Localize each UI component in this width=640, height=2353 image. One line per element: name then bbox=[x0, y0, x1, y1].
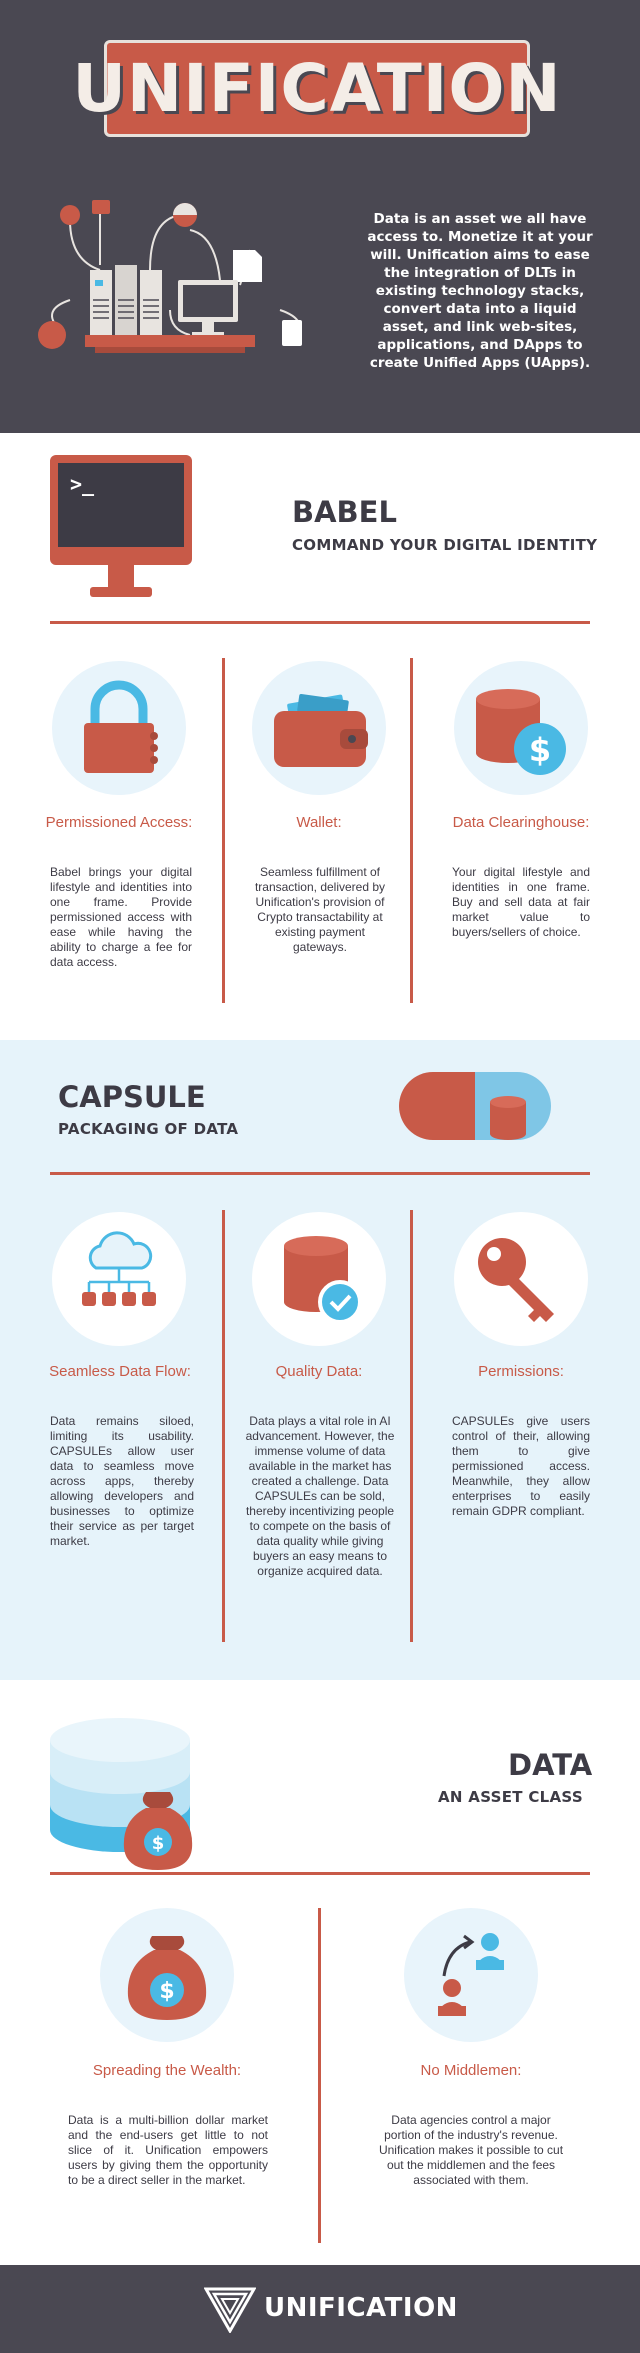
database-money-bag-icon: $ bbox=[50, 1718, 193, 1870]
col-title: Seamless Data Flow: bbox=[49, 1363, 191, 1380]
babel-title: BABEL bbox=[292, 495, 397, 529]
svg-text:$: $ bbox=[159, 1979, 174, 2004]
padlock-icon-circle bbox=[52, 661, 186, 795]
col-text: CAPSULEs give users control of their, al… bbox=[452, 1414, 590, 1518]
divider bbox=[50, 621, 590, 624]
col-text: Data remains siloed, limiting its usabil… bbox=[50, 1414, 194, 1548]
data-section: $ DATA AN ASSET CLASS $ Spreading the We… bbox=[0, 1680, 640, 2265]
col-title: No Middlemen: bbox=[420, 2062, 522, 2079]
col-title: Permissioned Access: bbox=[45, 814, 193, 831]
database-dollar-icon-circle: $ bbox=[454, 661, 588, 795]
footer: UNIFICATION bbox=[0, 2265, 640, 2353]
database-check-icon bbox=[284, 1236, 362, 1324]
col-title: Spreading the Wealth: bbox=[92, 2062, 242, 2079]
terminal-monitor-icon: >_ bbox=[50, 455, 192, 597]
col-title: Wallet: bbox=[296, 814, 342, 831]
cloud-network-icon bbox=[82, 1231, 156, 1306]
svg-text:$: $ bbox=[152, 1833, 165, 1854]
capsule-section: CAPSULE PACKAGING OF DATA bbox=[0, 1040, 640, 1680]
money-bag-icon-circle: $ bbox=[100, 1908, 234, 2042]
babel-subtitle: COMMAND YOUR DIGITAL IDENTITY bbox=[292, 536, 598, 554]
data-subtitle: AN ASSET CLASS bbox=[438, 1788, 583, 1806]
column-divider bbox=[222, 1210, 225, 1642]
column-divider bbox=[410, 1210, 413, 1642]
capsule-title: CAPSULE bbox=[58, 1080, 206, 1114]
hero-title-banner: UNIFICATION bbox=[72, 40, 561, 137]
col-title: Quality Data: bbox=[275, 1363, 363, 1380]
column-divider bbox=[318, 1908, 321, 2243]
col-text: Your digital lifestyle and identities in… bbox=[452, 865, 590, 939]
svg-text:>_: >_ bbox=[70, 472, 95, 496]
padlock-icon bbox=[84, 680, 158, 773]
col-title: Permissions: bbox=[478, 1363, 564, 1380]
people-transfer-icon bbox=[438, 1933, 504, 2016]
key-icon bbox=[478, 1238, 554, 1322]
server-network-illustration bbox=[38, 200, 302, 353]
cloud-network-icon-circle bbox=[52, 1212, 186, 1346]
wallet-icon-circle bbox=[252, 661, 386, 795]
hero-title: UNIFICATION bbox=[72, 50, 562, 127]
database-dollar-icon: $ bbox=[476, 689, 566, 775]
column-divider bbox=[410, 658, 413, 1003]
col-text: Data agencies control a major portion of… bbox=[378, 2113, 564, 2187]
capsule-subtitle: PACKAGING OF DATA bbox=[58, 1120, 239, 1138]
svg-text:$: $ bbox=[529, 731, 551, 769]
col-text: Data is a multi-billion dollar market an… bbox=[68, 2113, 268, 2187]
divider bbox=[50, 1872, 590, 1875]
hero-section: UNIFICATION bbox=[0, 0, 640, 433]
col-text: Seamless fulfillment of transaction, del… bbox=[254, 865, 386, 954]
footer-brand: UNIFICATION bbox=[264, 2293, 458, 2323]
database-check-icon-circle bbox=[252, 1212, 386, 1346]
capsule-pill-icon bbox=[399, 1072, 551, 1140]
people-transfer-icon-circle bbox=[404, 1908, 538, 2042]
col-text: Babel brings your digital lifestyle and … bbox=[50, 865, 192, 969]
key-icon-circle bbox=[454, 1212, 588, 1346]
col-title: Data Clearinghouse: bbox=[452, 814, 590, 831]
wallet-icon bbox=[274, 694, 368, 767]
col-text: Data plays a vital role in AI advancemen… bbox=[245, 1414, 395, 1578]
data-title: DATA bbox=[508, 1748, 593, 1782]
money-bag-icon: $ bbox=[127, 1936, 207, 2020]
column-divider bbox=[222, 658, 225, 1003]
divider bbox=[50, 1172, 590, 1175]
babel-section: >_ BABEL COMMAND YOUR DIGITAL IDENTITY P… bbox=[0, 433, 640, 1040]
hero-description: Data is an asset we all have access to. … bbox=[367, 211, 593, 371]
unification-logo-icon bbox=[204, 2287, 256, 2333]
